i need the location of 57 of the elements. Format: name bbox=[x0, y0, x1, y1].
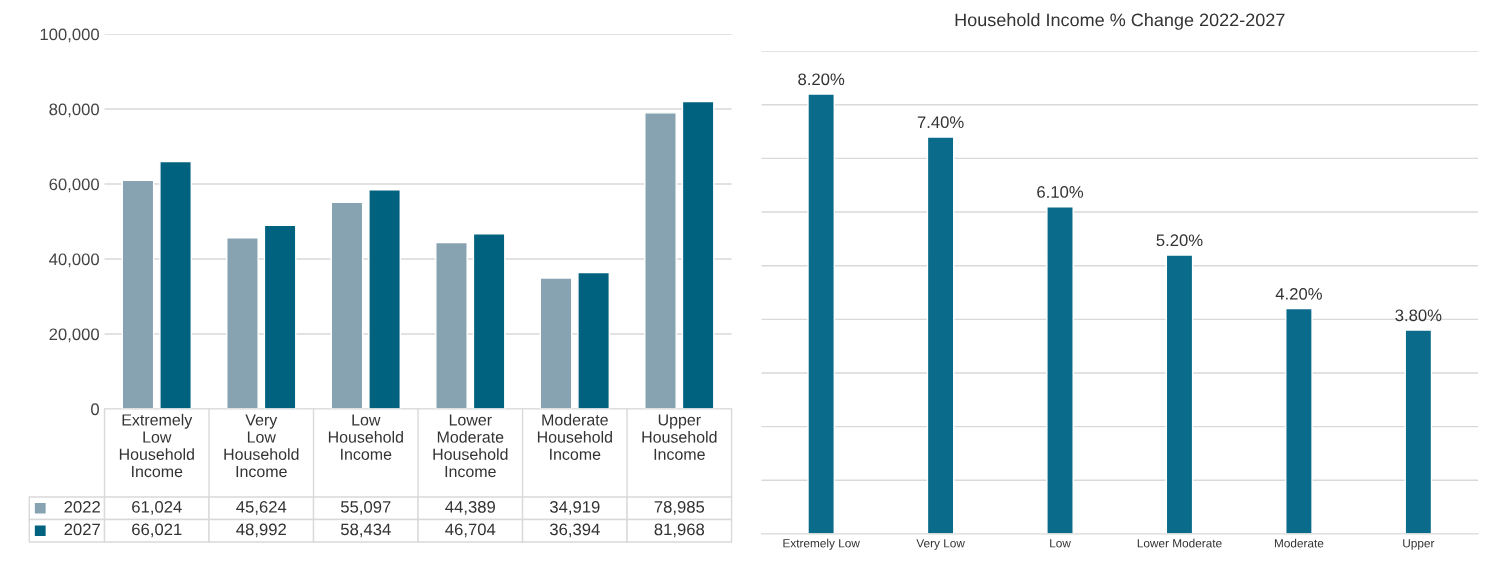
data-label: 48,992 bbox=[236, 523, 286, 538]
y-tick-label: 60,000 bbox=[49, 178, 99, 193]
y-tick-label: 20,000 bbox=[49, 328, 99, 343]
x-tick-label: Low Household Income bbox=[328, 414, 403, 460]
bar bbox=[807, 93, 835, 534]
data-label: 6.10% bbox=[1037, 186, 1084, 198]
data-label: 44,389 bbox=[445, 500, 495, 515]
bar bbox=[1165, 254, 1194, 534]
data-label: 5.20% bbox=[1156, 234, 1203, 247]
bar bbox=[1046, 205, 1074, 534]
x-tick-label: Upper Household Income bbox=[642, 414, 717, 460]
bar bbox=[330, 201, 364, 409]
legend-label: 2027 bbox=[64, 523, 100, 536]
data-label: 66,021 bbox=[132, 523, 182, 538]
data-label: 7.40% bbox=[917, 116, 964, 129]
x-tick-label: Low bbox=[1050, 539, 1071, 548]
data-label: 81,968 bbox=[654, 523, 705, 538]
y-tick-label: 0 bbox=[91, 403, 99, 416]
bar bbox=[1404, 329, 1433, 534]
data-label: 46,704 bbox=[445, 523, 496, 538]
data-label: 4.20% bbox=[1275, 287, 1322, 300]
chart-title: Household Income % Change 2022-2027 bbox=[955, 13, 1285, 30]
data-label: 78,985 bbox=[654, 500, 705, 515]
x-tick-label: Lower Moderate Household Income bbox=[433, 414, 508, 478]
bar bbox=[577, 271, 610, 409]
bar bbox=[681, 100, 715, 409]
bar bbox=[926, 136, 955, 534]
bar bbox=[368, 189, 401, 409]
bar bbox=[121, 179, 155, 409]
data-label: 8.20% bbox=[798, 73, 845, 86]
x-tick-label: Lower Moderate bbox=[1137, 538, 1222, 548]
x-tick-label: Moderate Household Income bbox=[537, 413, 612, 460]
x-tick-label: Upper bbox=[1403, 539, 1435, 550]
data-label: 45,624 bbox=[236, 500, 287, 515]
bar bbox=[539, 277, 573, 409]
x-tick-label: Extremely Low Household Income bbox=[119, 413, 194, 478]
bar bbox=[1285, 307, 1313, 534]
bar bbox=[435, 241, 468, 409]
data-label: 58,434 bbox=[340, 523, 391, 538]
bar bbox=[159, 160, 192, 409]
bar bbox=[263, 224, 297, 409]
y-tick-label: 100,000 bbox=[40, 28, 99, 43]
data-label: 55,097 bbox=[340, 500, 391, 515]
y-tick-label: 40,000 bbox=[49, 253, 99, 268]
x-tick-label: Very Low Household Income bbox=[224, 414, 299, 478]
x-tick-label: Very Low bbox=[916, 539, 965, 550]
x-tick-label: Extremely Low bbox=[783, 538, 860, 550]
legend-label: 2022 bbox=[64, 500, 100, 513]
data-label: 61,024 bbox=[132, 500, 182, 515]
y-tick-label: 80,000 bbox=[49, 103, 99, 118]
bar bbox=[472, 233, 506, 409]
bar bbox=[644, 112, 677, 409]
x-tick-label: Moderate bbox=[1274, 538, 1324, 548]
data-label: 34,919 bbox=[549, 500, 600, 515]
bar bbox=[226, 237, 259, 409]
data-label: 36,394 bbox=[549, 523, 600, 538]
data-label: 3.80% bbox=[1395, 309, 1442, 322]
